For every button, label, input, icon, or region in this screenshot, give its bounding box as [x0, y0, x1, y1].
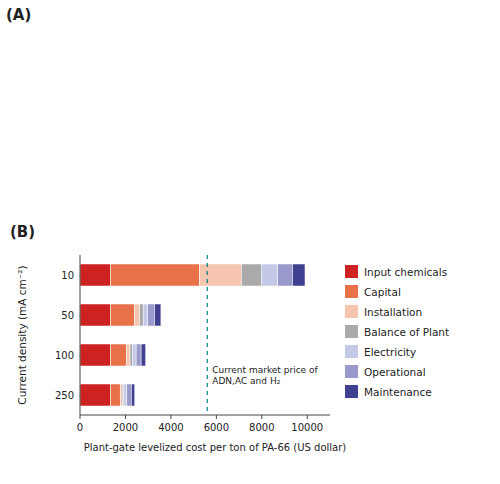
bar-segment: [124, 384, 127, 406]
bar-segment: [131, 384, 134, 406]
bar-segment: [148, 304, 155, 326]
panel-label: (A): [6, 6, 31, 24]
legend-swatch: [345, 345, 358, 358]
bar-segment: [80, 344, 111, 366]
x-tick-label: 4000: [158, 422, 183, 433]
legend-label: Operational: [364, 366, 426, 378]
bar-segment: [111, 264, 200, 286]
bar-segment: [143, 304, 148, 326]
bar-segment: [127, 344, 130, 366]
legend-label: Capital: [364, 286, 401, 298]
y-tick-label: 10: [61, 270, 74, 281]
legend-swatch: [345, 305, 358, 318]
bar-segment: [111, 304, 135, 326]
legend-label: Installation: [364, 306, 422, 318]
x-tick-label: 0: [77, 422, 83, 433]
y-tick-label: 100: [55, 350, 74, 361]
bar-segment: [120, 384, 122, 406]
x-axis-label: Plant-gate levelized cost per ton of PA-…: [84, 442, 347, 453]
legend-label: Balance of Plant: [364, 326, 449, 338]
x-tick-label: 2000: [113, 422, 138, 433]
title: (B): [10, 223, 35, 241]
x-tick-label: 8000: [249, 422, 274, 433]
reference-label: Current market price ofADN,AC and H₂: [212, 365, 318, 386]
bar-segment: [141, 344, 146, 366]
legend-swatch: [345, 285, 358, 298]
x-tick: [216, 415, 217, 419]
x-tick: [125, 415, 126, 419]
y-tick-label: 50: [61, 310, 74, 321]
reference-line: [207, 255, 208, 415]
legend-label: Electricity: [364, 346, 416, 358]
bar-segment: [278, 264, 293, 286]
chart: (A) (B) Current market price ofADN,AC and …: [0, 0, 500, 484]
bar-segment: [111, 384, 121, 406]
x-tick-label: 6000: [204, 422, 229, 433]
legend-label: Input chemicals: [364, 266, 447, 278]
bar-segment: [199, 264, 241, 286]
bar-segment: [155, 304, 161, 326]
bar-segment: [135, 304, 140, 326]
y-axis-label: Current density (mA cm⁻²): [16, 265, 28, 404]
legend-swatch: [345, 265, 358, 278]
bar-segment: [262, 264, 278, 286]
bar-segment: [80, 264, 111, 286]
x-axis-line: [80, 415, 330, 416]
x-tick: [261, 415, 262, 419]
bar-segment: [130, 344, 132, 366]
bar-segment: [111, 344, 127, 366]
x-tick: [80, 415, 81, 419]
x-tick: [170, 415, 171, 419]
bars: [80, 264, 305, 406]
legend-swatch: [345, 385, 358, 398]
bar-segment: [293, 264, 306, 286]
bar-segment: [80, 304, 111, 326]
legend-swatch: [345, 325, 358, 338]
bar-segment: [140, 304, 144, 326]
bar-segment: [132, 344, 136, 366]
bar-segment: [127, 384, 132, 406]
x-tick-label: 10000: [291, 422, 323, 433]
legend-swatch: [345, 365, 358, 378]
bar-segment: [80, 384, 111, 406]
y-axis-line: [80, 255, 81, 415]
legend-label: Maintenance: [364, 386, 432, 398]
y-tick-label: 250: [55, 390, 74, 401]
bar-segment: [136, 344, 141, 366]
legend: Input chemicals Capital Installation Balanc…: [345, 265, 449, 398]
bar-segment: [241, 264, 261, 286]
x-tick: [307, 415, 308, 419]
